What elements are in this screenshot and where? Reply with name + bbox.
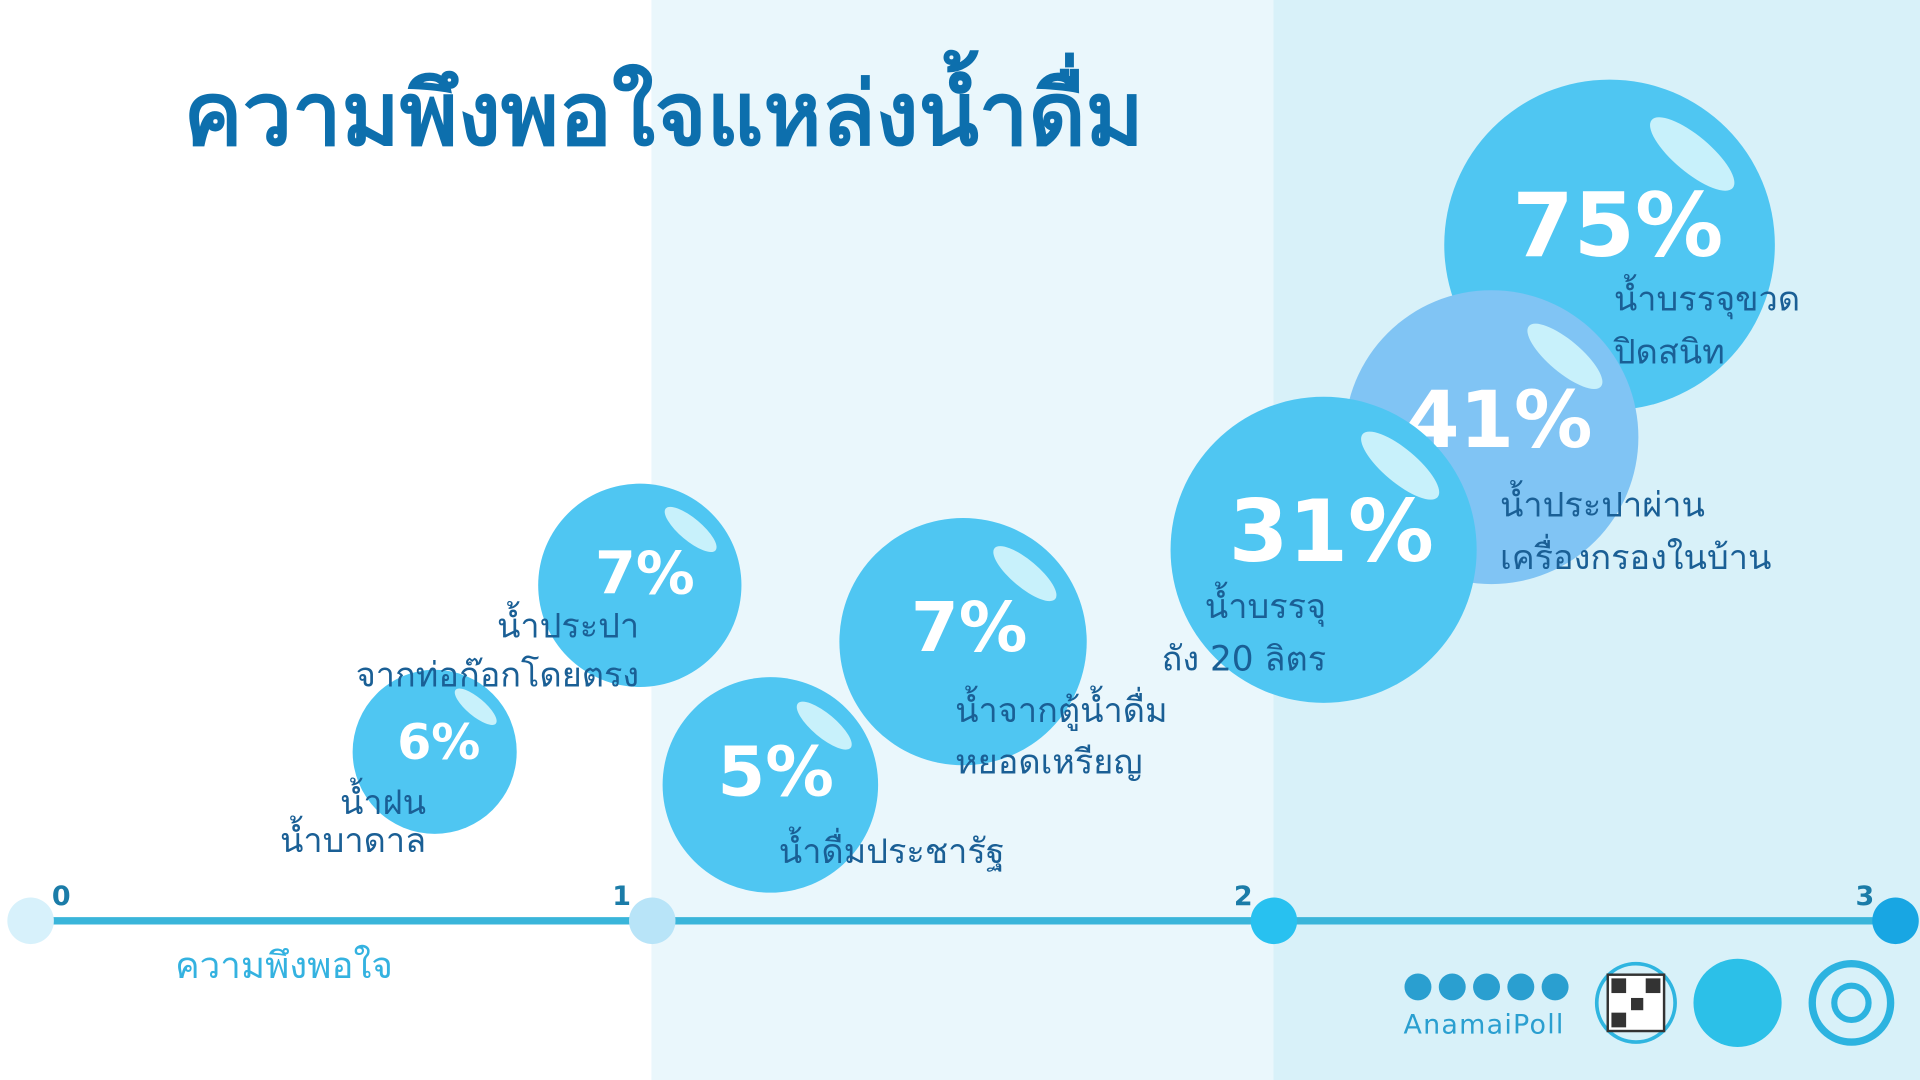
- category-label: น้ำบรรจุขวด: [1614, 274, 1800, 320]
- brand: AnamaiPoll: [1404, 1010, 1565, 1041]
- category-label: จากท่อก๊อกโดยตรง: [356, 656, 639, 696]
- value-label: 31%: [1229, 482, 1434, 582]
- value-label: 7%: [595, 538, 695, 607]
- highlight: [1527, 323, 1603, 389]
- x-tick-label: 3: [1856, 881, 1875, 912]
- value-label: 75%: [1512, 174, 1723, 277]
- footer: AnamaiPoll: [1404, 958, 1895, 1047]
- tick-dot: [7, 897, 54, 945]
- tick-dot: [628, 897, 676, 945]
- category-label: น้ำประปาผ่าน: [1500, 479, 1705, 525]
- tick-dot: [1872, 897, 1919, 945]
- x-tick-label: 2: [1234, 881, 1253, 912]
- highlight: [796, 701, 852, 750]
- value-label: 6%: [397, 714, 480, 771]
- category-label: น้ำบาดาล: [280, 815, 426, 861]
- highlight: [454, 688, 497, 725]
- dept-logo: [1808, 960, 1895, 1046]
- poll-logo: [1693, 958, 1782, 1047]
- chart-title: ความพึงพอใจแหล่งน้ำดื่ม: [184, 49, 1144, 165]
- category-label: น้ำจากตู้น้ำดื่ม: [955, 685, 1168, 731]
- qr-code: [1594, 961, 1677, 1044]
- category-label: น้ำประปา: [497, 601, 639, 647]
- category-label: ปิดสนิท: [1613, 332, 1725, 372]
- category-label: หยอดเหรียญ: [955, 743, 1142, 783]
- category-label: เครื่องกรองในบ้าน: [1500, 534, 1771, 578]
- highlight: [1361, 431, 1440, 500]
- value-label: 7%: [911, 588, 1027, 668]
- highlight: [664, 506, 717, 552]
- highlight: [1650, 117, 1735, 191]
- value-label: 5%: [718, 732, 834, 812]
- highlight: [993, 546, 1057, 602]
- axis: 0 1 2 3: [7, 881, 1919, 945]
- category-label: ถัง 20 ลิตร: [1162, 640, 1327, 680]
- category-label: น้ำฝน: [340, 777, 426, 823]
- category-label: น้ำบรรจุ: [1205, 581, 1326, 627]
- x-tick-label: 1: [612, 881, 631, 912]
- x-tick-label: 0: [52, 881, 71, 912]
- social-icons: [1404, 973, 1569, 1001]
- x-axis-label: ความพึงพอใจ: [175, 944, 393, 987]
- category-label: น้ำดื่มประชารัฐ: [779, 826, 1005, 872]
- tick-dot: [1250, 897, 1298, 945]
- bubbles: 75%น้ำบรรจุขวดปิดสนิท41%น้ำประปาผ่านเครื…: [280, 79, 1800, 893]
